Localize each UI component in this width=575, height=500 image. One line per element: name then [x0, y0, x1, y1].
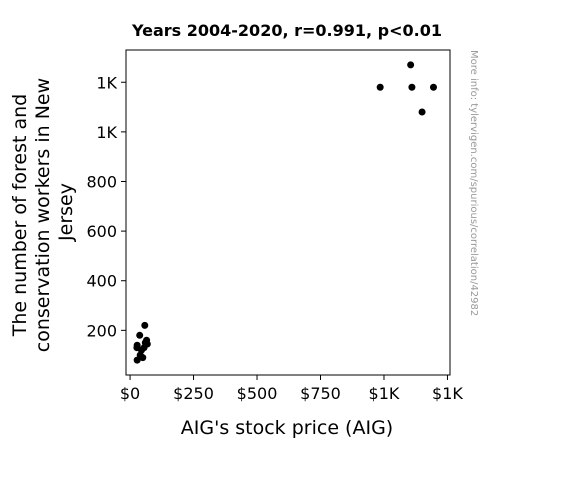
x-tick-label: $250 [173, 384, 214, 403]
plot-area [125, 49, 451, 376]
data-point [408, 83, 416, 91]
y-tick-label: 400 [86, 272, 117, 291]
data-point [133, 341, 141, 349]
y-axis-label: The number of forest and conservation wo… [9, 72, 77, 352]
data-point [376, 83, 384, 91]
data-point [418, 108, 426, 116]
x-tick-label: $1K [432, 384, 463, 403]
y-axis-label-line-1: The number of forest and [9, 94, 31, 337]
x-tick-label: $500 [237, 384, 278, 403]
y-tick-label: 800 [86, 172, 117, 191]
y-tick-label: 1K [96, 73, 117, 92]
data-point [136, 331, 144, 339]
x-axis: $0 $250 $500 $750 $1K $1K [120, 375, 463, 403]
y-tick-label: 600 [86, 222, 117, 241]
data-point [429, 83, 437, 91]
data-point [141, 321, 149, 329]
data-point [139, 354, 147, 362]
y-tick-label: 200 [86, 321, 117, 340]
x-tick-label: $0 [120, 384, 140, 403]
chart-title: Years 2004-2020, r=0.991, p<0.01 [131, 21, 442, 40]
y-axis: 200 400 600 800 1K 1K [86, 73, 126, 340]
x-tick-label: $750 [300, 384, 341, 403]
data-point [407, 61, 415, 69]
data-points [133, 61, 437, 364]
y-tick-label: 1K [96, 123, 117, 142]
watermark-text: More info: tylervigen.com/spurious/corre… [468, 50, 479, 316]
y-axis-label-line-3: Jersey [55, 183, 77, 242]
x-axis-label: AIG's stock price (AIG) [181, 417, 393, 439]
y-axis-label-line-2: conservation workers in New [32, 78, 54, 352]
x-tick-label: $1K [369, 384, 400, 403]
data-point [143, 340, 151, 348]
